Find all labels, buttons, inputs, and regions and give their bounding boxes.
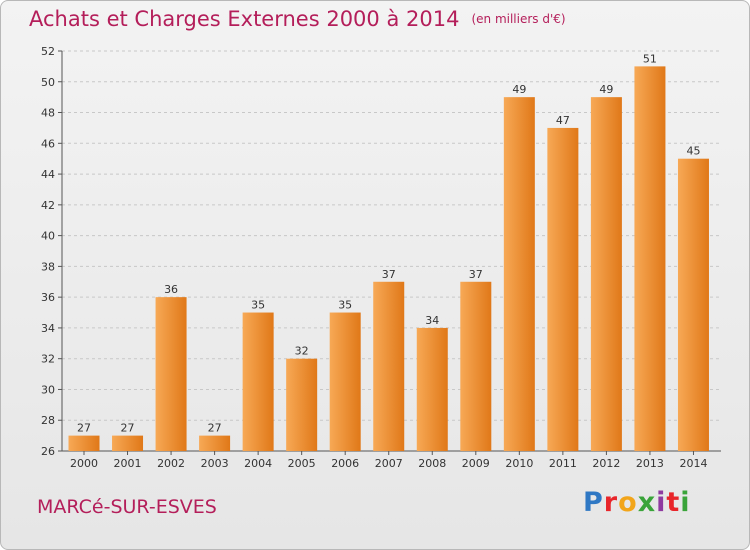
bar-2000 (68, 435, 100, 451)
bar-2006 (329, 312, 361, 451)
y-tick-label: 26 (41, 445, 55, 458)
bar-2001 (112, 435, 144, 451)
logo-letter: i (656, 487, 667, 518)
data-label-2001: 27 (121, 422, 135, 435)
x-tick-label-2013: 2013 (636, 457, 664, 470)
data-label-2009: 37 (469, 268, 483, 281)
proxiti-logo[interactable]: Proxiti (583, 487, 691, 518)
bar-2013 (634, 66, 666, 451)
data-label-2004: 35 (251, 299, 265, 312)
chart-subtitle: (en milliers d'€) (471, 12, 566, 26)
data-label-2010: 49 (512, 83, 526, 96)
y-tick-label: 34 (41, 322, 55, 335)
data-label-2000: 27 (77, 422, 91, 435)
logo-letter: o (618, 487, 638, 518)
bar-2003 (199, 435, 231, 451)
bar-2002 (155, 297, 187, 451)
y-tick-label: 32 (41, 353, 55, 366)
y-tick-label: 52 (41, 45, 55, 58)
data-label-2011: 47 (556, 114, 570, 127)
chart-title: Achats et Charges Externes 2000 à 2014 (e… (29, 7, 566, 31)
bar-2004 (242, 312, 274, 451)
logo-letter: x (637, 487, 657, 518)
bar-2005 (286, 358, 318, 451)
y-tick-label: 40 (41, 230, 55, 243)
labels: 26 28 30 32 34 36 38 40 42 44 46 48 50 52 27 2000 27 2001… (41, 45, 707, 470)
y-tick-label: 48 (41, 107, 55, 120)
x-tick-label-2003: 2003 (201, 457, 229, 470)
data-label-2002: 36 (164, 283, 178, 296)
x-tick-label-2009: 2009 (462, 457, 490, 470)
data-label-2007: 37 (382, 268, 396, 281)
bar-2012 (590, 97, 622, 452)
x-tick-label-2007: 2007 (375, 457, 403, 470)
x-tick-label-2014: 2014 (679, 457, 707, 470)
y-tick-label: 36 (41, 291, 55, 304)
y-tick-label: 42 (41, 199, 55, 212)
x-tick-label-2001: 2001 (114, 457, 142, 470)
x-tick-label-2000: 2000 (70, 457, 98, 470)
logo-letter: t (666, 487, 681, 518)
bar-2008 (416, 327, 448, 451)
bars (68, 66, 709, 452)
data-label-2012: 49 (599, 83, 613, 96)
commune-name: MARCé-SUR-ESVES (37, 496, 217, 518)
chart-title-text: Achats et Charges Externes 2000 à 2014 (29, 7, 460, 31)
y-tick-label: 44 (41, 168, 55, 181)
x-tick-label-2004: 2004 (244, 457, 272, 470)
x-tick-label-2005: 2005 (288, 457, 316, 470)
bar-2007 (373, 281, 405, 451)
x-tick-label-2008: 2008 (418, 457, 446, 470)
bar-2011 (547, 127, 579, 451)
y-tick-label: 38 (41, 260, 55, 273)
data-label-2013: 51 (643, 52, 657, 65)
data-label-2008: 34 (425, 314, 439, 327)
bar-2014 (677, 158, 709, 451)
logo-letter: r (603, 487, 619, 518)
y-tick-label: 50 (41, 76, 55, 89)
x-tick-label-2006: 2006 (331, 457, 359, 470)
logo-letter: i (680, 487, 691, 518)
data-label-2003: 27 (208, 422, 222, 435)
y-tick-label: 46 (41, 137, 55, 150)
bar-2009 (460, 281, 492, 451)
y-tick-label: 28 (41, 414, 55, 427)
x-tick-label-2012: 2012 (592, 457, 620, 470)
x-tick-label-2002: 2002 (157, 457, 185, 470)
data-label-2014: 45 (686, 145, 700, 158)
bar-2010 (503, 97, 535, 452)
x-tick-label-2011: 2011 (549, 457, 577, 470)
y-tick-label: 30 (41, 383, 55, 396)
logo-letter: P (583, 487, 604, 518)
x-tick-label-2010: 2010 (505, 457, 533, 470)
data-label-2006: 35 (338, 299, 352, 312)
data-label-2005: 32 (295, 345, 309, 358)
